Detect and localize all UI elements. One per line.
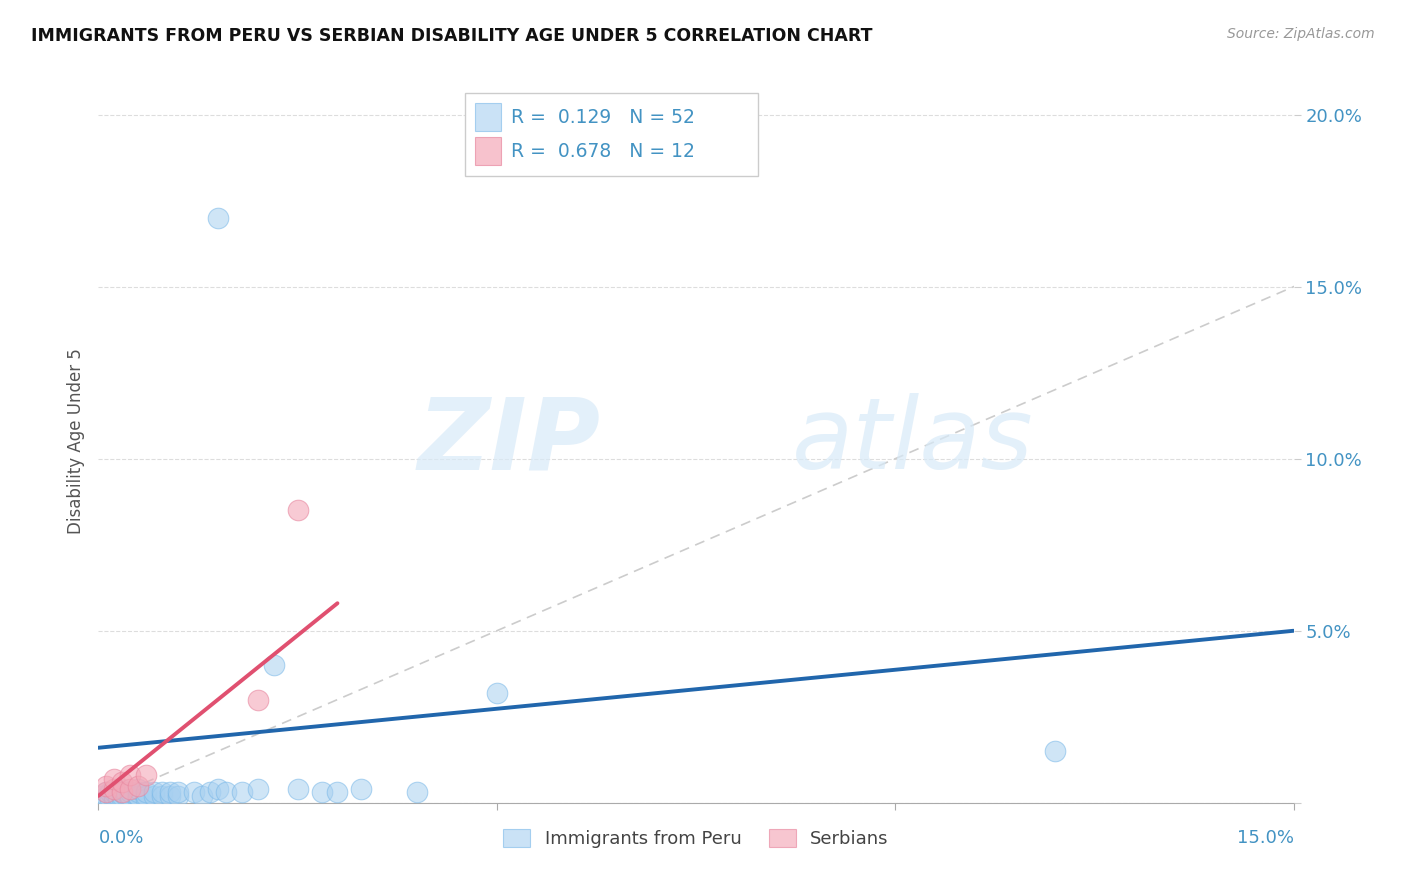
Point	[198, 785, 221, 799]
Point	[115, 789, 138, 803]
Point	[127, 779, 149, 793]
Point	[135, 789, 157, 803]
Y-axis label: Disability Age Under 5: Disability Age Under 5	[66, 349, 84, 534]
Point	[135, 785, 157, 799]
Text: R =  0.129   N = 52: R = 0.129 N = 52	[510, 108, 695, 127]
Point	[167, 789, 190, 803]
Point	[135, 792, 157, 806]
Point	[103, 782, 125, 797]
Point	[159, 789, 181, 803]
Point	[111, 792, 134, 806]
Point	[96, 785, 118, 799]
Point	[207, 211, 229, 225]
Point	[207, 782, 229, 797]
Point	[120, 768, 142, 782]
Point	[111, 782, 134, 797]
Point	[107, 789, 129, 803]
Point	[326, 785, 349, 799]
Point	[143, 789, 166, 803]
Text: Source: ZipAtlas.com: Source: ZipAtlas.com	[1227, 27, 1375, 41]
Point	[150, 789, 173, 803]
Text: 15.0%: 15.0%	[1236, 829, 1294, 847]
Point	[103, 772, 125, 786]
Point	[150, 785, 173, 799]
Point	[107, 792, 129, 806]
Point	[120, 792, 142, 806]
Point	[287, 503, 309, 517]
Point	[111, 775, 134, 789]
Point	[120, 789, 142, 803]
Point	[215, 785, 238, 799]
Point	[103, 785, 125, 799]
Point	[406, 785, 429, 799]
Point	[120, 782, 142, 797]
Point	[120, 785, 142, 799]
Point	[1043, 744, 1066, 758]
Point	[159, 785, 181, 799]
Point	[231, 785, 253, 799]
Point	[143, 785, 166, 799]
Point	[135, 768, 157, 782]
Point	[111, 785, 134, 799]
FancyBboxPatch shape	[475, 137, 501, 165]
Point	[96, 789, 118, 803]
Point	[127, 785, 149, 799]
Point	[98, 785, 122, 799]
Point	[127, 789, 149, 803]
FancyBboxPatch shape	[475, 103, 501, 131]
Point	[350, 782, 373, 797]
Point	[127, 789, 149, 803]
FancyBboxPatch shape	[465, 94, 758, 177]
Text: ZIP: ZIP	[418, 393, 600, 490]
Point	[111, 785, 134, 799]
Text: atlas: atlas	[792, 393, 1033, 490]
Text: 0.0%: 0.0%	[98, 829, 143, 847]
Point	[246, 782, 269, 797]
Point	[96, 785, 118, 799]
Text: R =  0.678   N = 12: R = 0.678 N = 12	[510, 142, 695, 161]
Point	[191, 789, 214, 803]
Point	[127, 792, 149, 806]
Point	[111, 789, 134, 803]
Point	[103, 792, 125, 806]
Point	[183, 785, 205, 799]
Point	[115, 785, 138, 799]
Point	[96, 779, 118, 793]
Point	[311, 785, 333, 799]
Point	[127, 782, 149, 797]
Point	[246, 692, 269, 706]
Point	[103, 789, 125, 803]
Point	[287, 782, 309, 797]
Point	[91, 789, 114, 803]
Legend: Immigrants from Peru, Serbians: Immigrants from Peru, Serbians	[496, 822, 896, 855]
Point	[98, 792, 122, 806]
Point	[167, 785, 190, 799]
Point	[485, 686, 508, 700]
Text: IMMIGRANTS FROM PERU VS SERBIAN DISABILITY AGE UNDER 5 CORRELATION CHART: IMMIGRANTS FROM PERU VS SERBIAN DISABILI…	[31, 27, 873, 45]
Point	[111, 785, 134, 799]
Point	[263, 658, 285, 673]
